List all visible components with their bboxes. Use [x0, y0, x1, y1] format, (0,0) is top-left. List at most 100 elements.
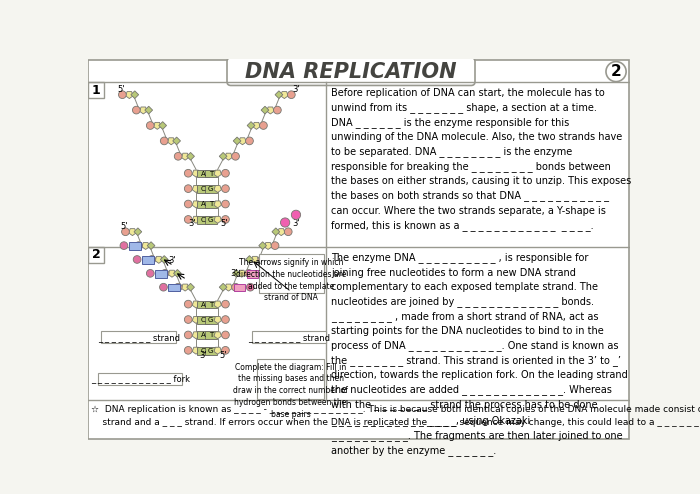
Polygon shape [214, 216, 221, 223]
Text: 3': 3' [199, 351, 206, 360]
Polygon shape [214, 332, 221, 339]
Polygon shape [251, 256, 258, 263]
Circle shape [246, 284, 254, 291]
FancyBboxPatch shape [197, 331, 209, 339]
Polygon shape [265, 243, 272, 249]
Polygon shape [160, 255, 168, 263]
Polygon shape [168, 270, 176, 277]
Polygon shape [214, 317, 221, 324]
Text: T: T [209, 301, 213, 308]
Polygon shape [275, 91, 283, 98]
Polygon shape [214, 170, 221, 177]
Polygon shape [232, 270, 240, 277]
Text: C: C [201, 186, 205, 192]
Circle shape [222, 316, 230, 324]
Text: T: T [209, 170, 213, 177]
Text: 3': 3' [168, 255, 176, 265]
Polygon shape [159, 122, 167, 129]
Text: _ _ _ _ _ _ _ _ strand: _ _ _ _ _ _ _ _ strand [248, 333, 330, 342]
Circle shape [184, 316, 192, 324]
Circle shape [222, 185, 230, 193]
FancyBboxPatch shape [197, 201, 209, 208]
Circle shape [222, 300, 230, 308]
Circle shape [184, 185, 192, 193]
Text: 2: 2 [92, 248, 100, 261]
Polygon shape [261, 106, 269, 114]
Polygon shape [281, 91, 288, 98]
FancyBboxPatch shape [101, 331, 176, 343]
Circle shape [273, 255, 281, 263]
Circle shape [258, 255, 266, 263]
Text: The enzyme DNA _ _ _ _ _ _ _ _ _ _ , is responsible for
joining free nucleotides: The enzyme DNA _ _ _ _ _ _ _ _ _ _ , is … [331, 252, 628, 455]
Polygon shape [214, 301, 221, 308]
Text: Complete the diagram: Fill in
the missing bases and then
draw in the correct num: Complete the diagram: Fill in the missin… [233, 363, 348, 419]
Text: C: C [201, 317, 205, 323]
FancyBboxPatch shape [234, 284, 245, 291]
FancyBboxPatch shape [205, 316, 216, 324]
Circle shape [133, 255, 141, 263]
Circle shape [222, 200, 230, 208]
Polygon shape [214, 201, 221, 208]
Polygon shape [267, 107, 274, 114]
Circle shape [174, 153, 182, 160]
Polygon shape [233, 137, 241, 145]
Circle shape [132, 106, 140, 114]
Text: C: C [201, 217, 205, 223]
FancyBboxPatch shape [205, 170, 216, 177]
Text: 3': 3' [230, 269, 238, 279]
Circle shape [184, 346, 192, 354]
Text: ☆  DNA replication is known as _ _ _ _ - _ _ _ _ _ _ _ _ _ _ _ _ _. This is beca: ☆ DNA replication is known as _ _ _ _ - … [90, 405, 700, 427]
FancyBboxPatch shape [247, 270, 258, 278]
Polygon shape [193, 216, 200, 223]
FancyBboxPatch shape [205, 301, 216, 308]
Polygon shape [219, 153, 227, 160]
Polygon shape [142, 243, 149, 249]
FancyBboxPatch shape [205, 185, 216, 193]
FancyBboxPatch shape [142, 256, 154, 264]
Polygon shape [181, 284, 189, 291]
Text: Before replication of DNA can start, the molecule has to
unwind from its _ _ _ _: Before replication of DNA can start, the… [331, 88, 631, 231]
Circle shape [160, 284, 167, 291]
Circle shape [118, 91, 126, 98]
Circle shape [245, 270, 253, 277]
Circle shape [160, 137, 168, 145]
FancyBboxPatch shape [88, 82, 104, 98]
FancyBboxPatch shape [227, 58, 475, 85]
Polygon shape [147, 242, 155, 249]
FancyBboxPatch shape [197, 301, 209, 308]
Polygon shape [145, 106, 153, 114]
Polygon shape [225, 284, 232, 291]
FancyBboxPatch shape [205, 347, 216, 355]
FancyBboxPatch shape [88, 60, 629, 439]
FancyBboxPatch shape [257, 359, 324, 399]
FancyBboxPatch shape [129, 242, 141, 250]
Polygon shape [131, 91, 139, 98]
Polygon shape [214, 186, 221, 193]
FancyBboxPatch shape [197, 170, 209, 177]
Text: G: G [208, 217, 213, 223]
Text: _ _ _ _ _ _ _ _ strand: _ _ _ _ _ _ _ _ strand [98, 333, 180, 342]
Polygon shape [193, 201, 200, 208]
Polygon shape [238, 270, 246, 277]
Polygon shape [193, 186, 200, 193]
Text: G: G [208, 317, 213, 323]
Polygon shape [174, 270, 181, 277]
Text: _ _ _ _ _ _ _ _ _ _ _ _ fork: _ _ _ _ _ _ _ _ _ _ _ _ fork [91, 374, 190, 383]
FancyBboxPatch shape [197, 347, 209, 355]
Text: 5': 5' [120, 222, 127, 231]
Polygon shape [253, 123, 260, 129]
Polygon shape [193, 332, 200, 339]
Polygon shape [167, 138, 175, 145]
FancyBboxPatch shape [252, 331, 326, 343]
FancyBboxPatch shape [197, 316, 209, 324]
FancyBboxPatch shape [197, 185, 209, 193]
FancyBboxPatch shape [205, 216, 216, 224]
Polygon shape [272, 228, 280, 236]
Polygon shape [193, 301, 200, 308]
Circle shape [271, 242, 279, 249]
Circle shape [260, 122, 267, 129]
Circle shape [232, 284, 239, 291]
Circle shape [284, 228, 292, 236]
Circle shape [174, 284, 182, 291]
Polygon shape [173, 137, 181, 145]
